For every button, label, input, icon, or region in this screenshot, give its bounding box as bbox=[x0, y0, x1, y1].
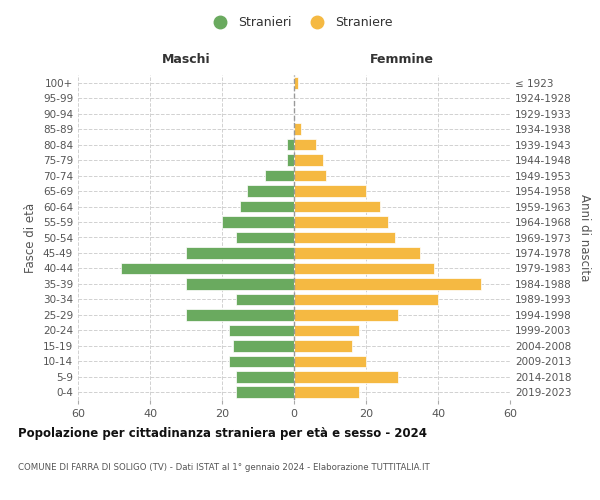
Bar bbox=[186, 247, 294, 259]
Text: Popolazione per cittadinanza straniera per età e sesso - 2024: Popolazione per cittadinanza straniera p… bbox=[18, 428, 427, 440]
Bar bbox=[294, 77, 298, 88]
Bar bbox=[229, 356, 294, 367]
Bar bbox=[294, 294, 438, 305]
Bar bbox=[294, 309, 398, 320]
Bar bbox=[236, 232, 294, 243]
Bar bbox=[294, 154, 323, 166]
Bar bbox=[294, 186, 366, 197]
Bar bbox=[294, 371, 398, 382]
Bar bbox=[247, 186, 294, 197]
Bar bbox=[236, 294, 294, 305]
Bar bbox=[294, 124, 301, 135]
Bar bbox=[186, 309, 294, 320]
Y-axis label: Anni di nascita: Anni di nascita bbox=[578, 194, 591, 281]
Bar bbox=[294, 170, 326, 181]
Text: COMUNE DI FARRA DI SOLIGO (TV) - Dati ISTAT al 1° gennaio 2024 - Elaborazione TU: COMUNE DI FARRA DI SOLIGO (TV) - Dati IS… bbox=[18, 462, 430, 471]
Bar bbox=[287, 139, 294, 150]
Bar bbox=[294, 139, 316, 150]
Bar bbox=[229, 324, 294, 336]
Bar bbox=[294, 324, 359, 336]
Text: Femmine: Femmine bbox=[370, 52, 434, 66]
Bar bbox=[186, 278, 294, 289]
Bar bbox=[236, 386, 294, 398]
Bar bbox=[294, 200, 380, 212]
Bar bbox=[294, 216, 388, 228]
Bar bbox=[240, 200, 294, 212]
Bar bbox=[236, 371, 294, 382]
Bar bbox=[294, 278, 481, 289]
Bar bbox=[121, 262, 294, 274]
Bar bbox=[294, 356, 366, 367]
Bar bbox=[222, 216, 294, 228]
Legend: Stranieri, Straniere: Stranieri, Straniere bbox=[202, 11, 398, 34]
Bar bbox=[294, 247, 420, 259]
Text: Maschi: Maschi bbox=[161, 52, 211, 66]
Bar bbox=[294, 386, 359, 398]
Y-axis label: Fasce di età: Fasce di età bbox=[25, 202, 37, 272]
Bar bbox=[287, 154, 294, 166]
Bar bbox=[233, 340, 294, 351]
Bar bbox=[265, 170, 294, 181]
Bar bbox=[294, 232, 395, 243]
Bar bbox=[294, 262, 434, 274]
Bar bbox=[294, 340, 352, 351]
